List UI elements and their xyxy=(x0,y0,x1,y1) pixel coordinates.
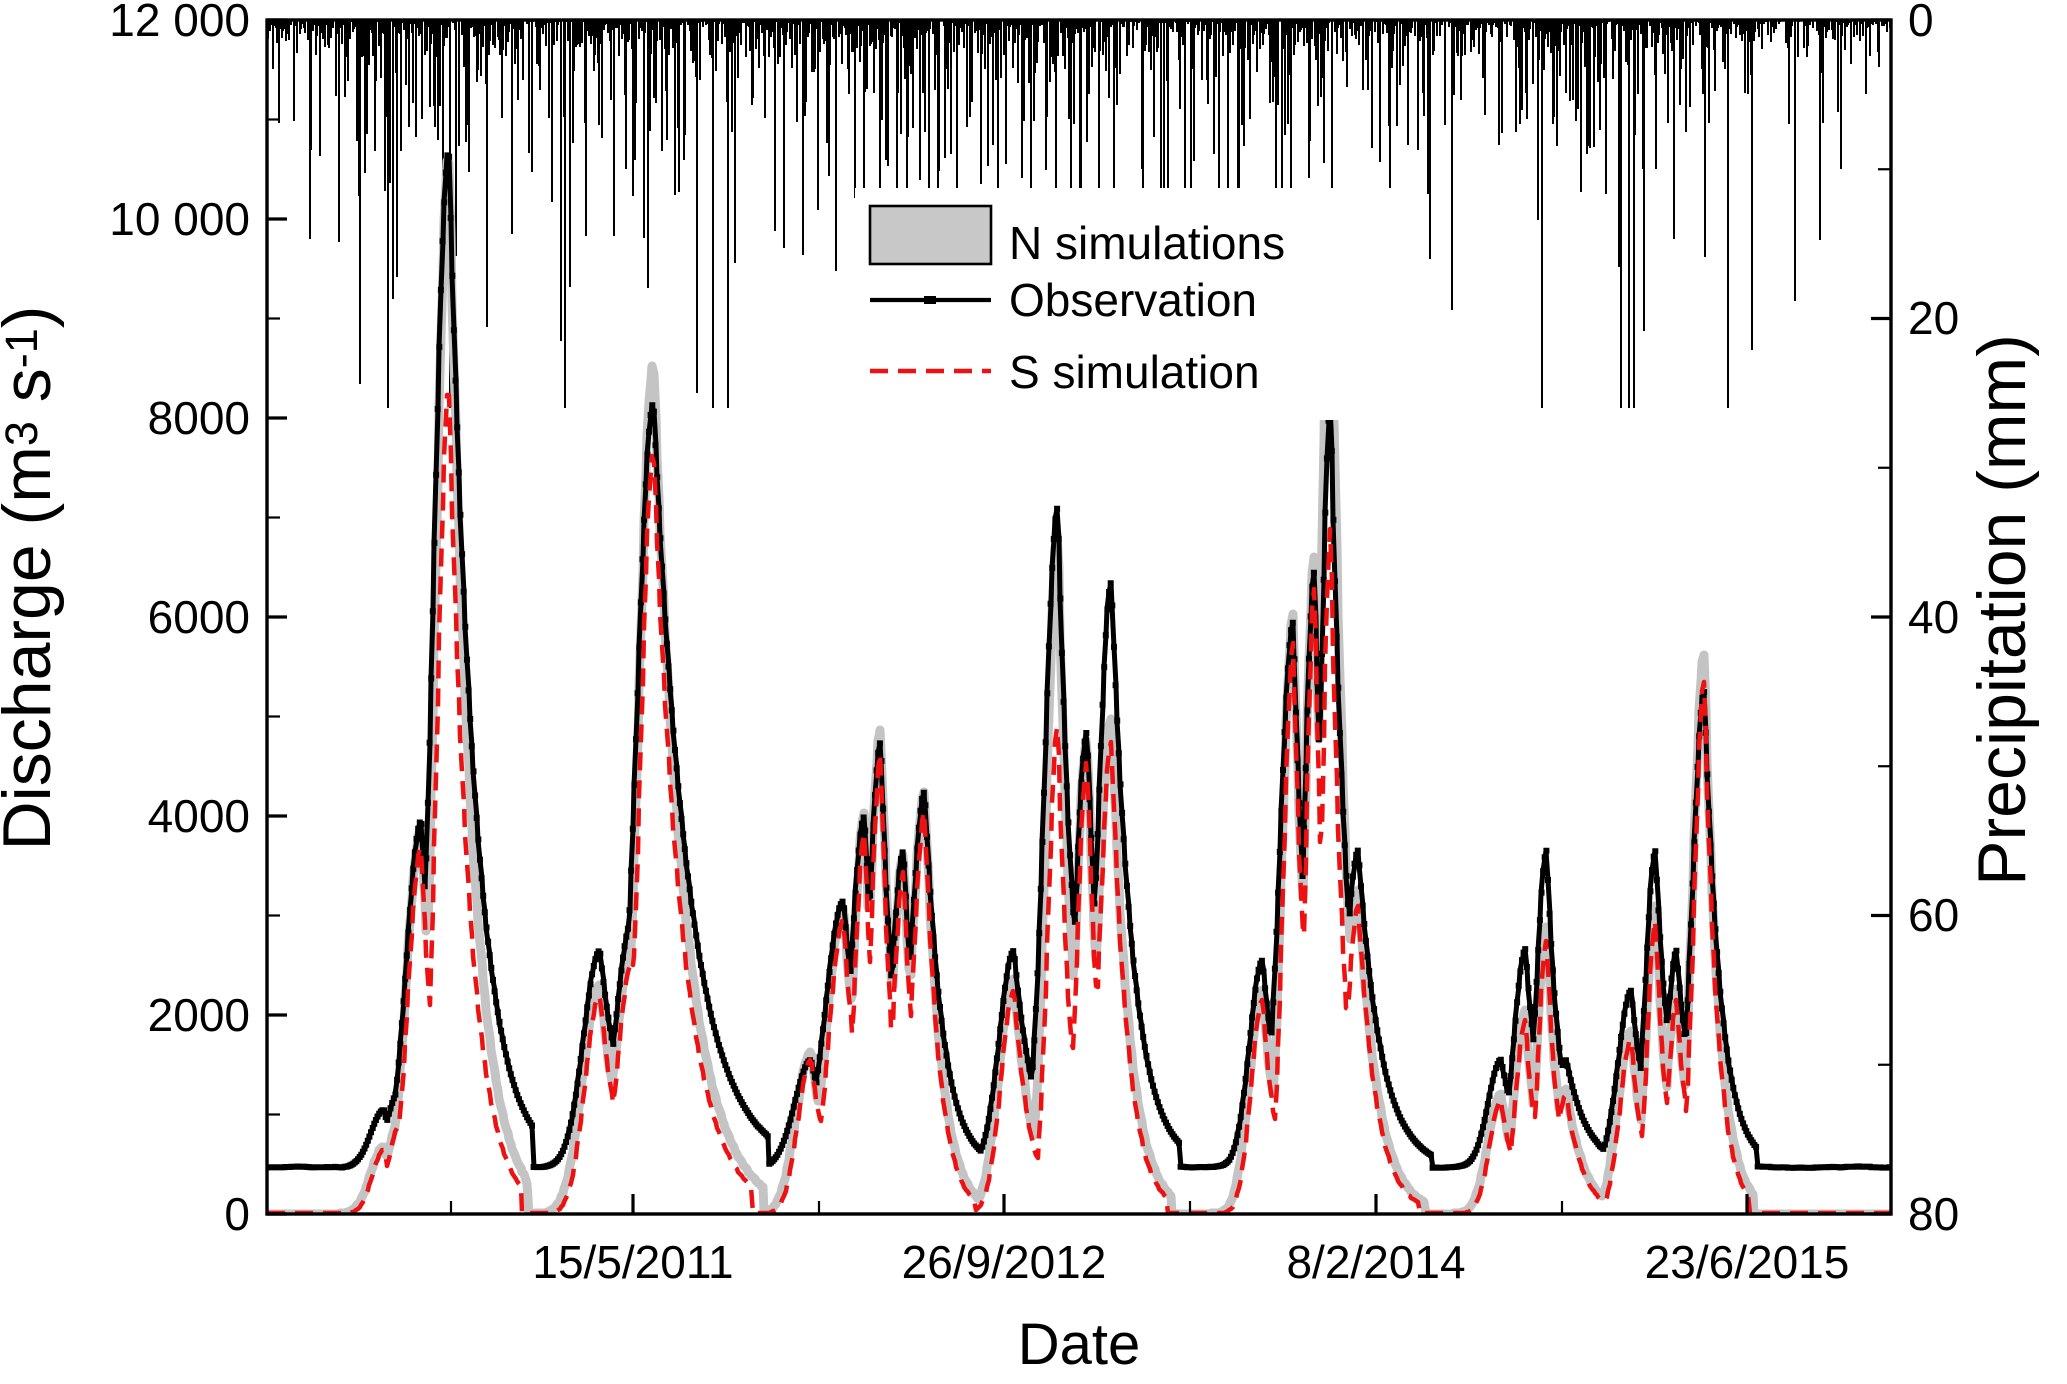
svg-text:20: 20 xyxy=(1908,292,1959,344)
svg-text:4000: 4000 xyxy=(148,790,250,842)
svg-text:2000: 2000 xyxy=(148,989,250,1041)
svg-text:Date: Date xyxy=(1018,1312,1141,1377)
svg-text:6000: 6000 xyxy=(148,591,250,643)
svg-text:8/2/2014: 8/2/2014 xyxy=(1286,1236,1465,1288)
svg-text:8000: 8000 xyxy=(148,392,250,444)
svg-text:Precipitation (mm): Precipitation (mm) xyxy=(1964,334,2040,886)
svg-text:Discharge (m3 s-1): Discharge (m3 s-1) xyxy=(0,306,65,851)
svg-text:Observation: Observation xyxy=(1009,274,1257,326)
svg-text:23/6/2015: 23/6/2015 xyxy=(1645,1236,1850,1288)
svg-text:15/5/2011: 15/5/2011 xyxy=(532,1236,733,1288)
svg-text:10 000: 10 000 xyxy=(109,193,250,245)
svg-text:S simulation: S simulation xyxy=(1009,346,1260,398)
svg-text:0: 0 xyxy=(1908,0,1934,46)
svg-text:60: 60 xyxy=(1908,889,1959,941)
svg-text:40: 40 xyxy=(1908,591,1959,643)
svg-text:0: 0 xyxy=(224,1188,250,1240)
svg-text:26/9/2012: 26/9/2012 xyxy=(902,1236,1107,1288)
svg-text:N simulations: N simulations xyxy=(1009,217,1285,269)
svg-text:12 000: 12 000 xyxy=(109,0,250,46)
svg-text:80: 80 xyxy=(1908,1188,1959,1240)
